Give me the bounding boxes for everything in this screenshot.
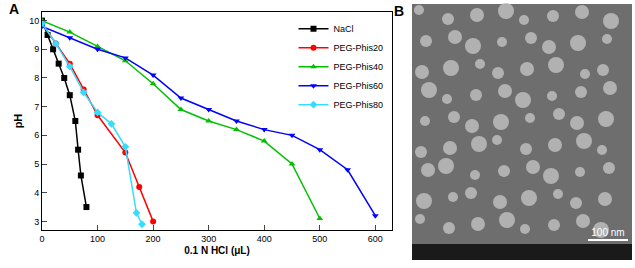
svg-text:PEG-Phis80: PEG-Phis80 (334, 100, 384, 110)
svg-text:100: 100 (90, 234, 105, 244)
svg-text:5: 5 (34, 159, 39, 169)
svg-text:7: 7 (34, 102, 39, 112)
svg-text:A: A (9, 1, 19, 17)
svg-text:0.1 N HCl (μL): 0.1 N HCl (μL) (184, 245, 250, 256)
svg-text:10: 10 (29, 16, 39, 26)
svg-text:0: 0 (39, 234, 44, 244)
svg-text:3: 3 (34, 217, 39, 227)
svg-text:NaCl: NaCl (334, 24, 354, 34)
svg-text:B: B (394, 3, 404, 19)
svg-text:6: 6 (34, 130, 39, 140)
svg-text:8: 8 (34, 73, 39, 83)
svg-text:PEG-Phis60: PEG-Phis60 (334, 81, 384, 91)
svg-text:500: 500 (312, 234, 327, 244)
svg-text:400: 400 (257, 234, 272, 244)
svg-text:9: 9 (34, 44, 39, 54)
svg-text:300: 300 (201, 234, 216, 244)
svg-text:4: 4 (34, 188, 39, 198)
svg-text:600: 600 (368, 234, 383, 244)
svg-text:200: 200 (146, 234, 161, 244)
svg-text:PEG-Phis40: PEG-Phis40 (334, 62, 384, 72)
svg-text:pH: pH (12, 114, 24, 129)
svg-text:100 nm: 100 nm (591, 227, 624, 238)
svg-text:PEG-Phis20: PEG-Phis20 (334, 43, 384, 53)
